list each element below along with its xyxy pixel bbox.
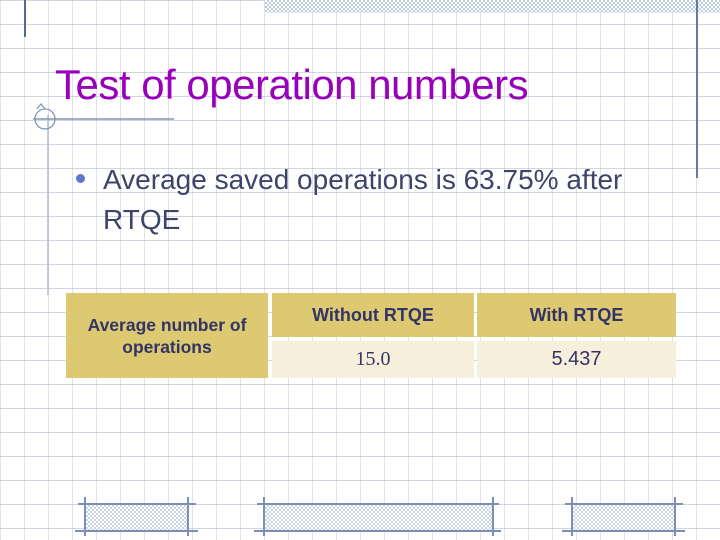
table-value-with-rtqe: 5.437 xyxy=(477,341,676,378)
slide-title: Test of operation numbers xyxy=(55,61,529,108)
table-header-without-rtqe: Without RTQE xyxy=(272,293,474,337)
sketch-bar-3 xyxy=(562,497,687,537)
sketch-bar-1 xyxy=(75,497,200,537)
bullet-icon xyxy=(76,174,85,183)
pin-doodle xyxy=(33,103,174,295)
left-edge-line xyxy=(24,0,26,37)
top-decoration-band xyxy=(265,0,720,13)
sketch-bar-2 xyxy=(254,497,504,537)
table-value-without-rtqe: 15.0 xyxy=(272,341,474,378)
table-header-with-rtqe: With RTQE xyxy=(477,293,676,337)
bullet-item: Average saved operations is 63.75% after… xyxy=(72,160,632,240)
right-edge-line xyxy=(696,0,698,178)
table-row-label: Average number of operations xyxy=(66,293,268,378)
results-table: Average number of operations Without RTQ… xyxy=(66,293,676,378)
bullet-text: Average saved operations is 63.75% after… xyxy=(103,164,623,235)
